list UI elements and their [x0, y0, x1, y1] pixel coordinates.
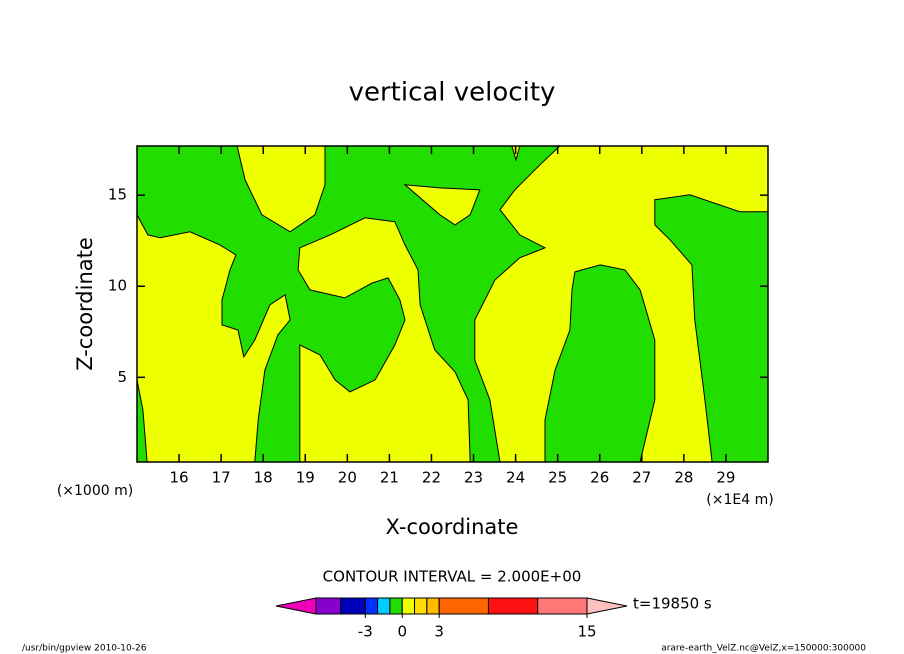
colorbar-segment	[426, 597, 440, 615]
colorbar-tick-label: 15	[577, 623, 596, 641]
colorbar-tick-label: 0	[397, 623, 407, 641]
x-tick-label: 16	[170, 469, 189, 487]
x-tick-label: 27	[632, 469, 651, 487]
x-tick-label: 20	[338, 469, 357, 487]
x-tick-label: 25	[548, 469, 567, 487]
colorbar-segment	[438, 597, 489, 615]
colorbar-over	[586, 597, 628, 615]
contour-interval: CONTOUR INTERVAL = 2.000E+00	[323, 568, 582, 586]
x-tick-label: 22	[422, 469, 441, 487]
contour-region	[137, 379, 148, 462]
x-tick-label: 19	[296, 469, 315, 487]
x-tick-label: 24	[506, 469, 525, 487]
x-tick-label: 23	[464, 469, 483, 487]
colorbar-segment	[401, 597, 416, 615]
x-tick-label: 18	[254, 469, 273, 487]
colorbar-segment	[340, 597, 366, 615]
footer-left: /usr/bin/gpview 2010-10-26	[22, 644, 147, 654]
colorbar-under	[275, 597, 317, 615]
colorbar-segment	[389, 597, 403, 615]
colorbar-tick-label: -3	[358, 623, 373, 641]
y-tick-label: 15	[108, 186, 127, 204]
x-tick-label: 21	[380, 469, 399, 487]
contour-region	[654, 194, 768, 462]
colorbar-segment	[487, 597, 539, 615]
plot-area	[137, 146, 768, 462]
colorbar-tick-label: 3	[434, 623, 444, 641]
contour-region	[403, 184, 481, 226]
x-unit: (×1E4 m)	[706, 492, 773, 508]
time-label: t=19850 s	[633, 595, 712, 613]
colorbar-segment	[414, 597, 428, 615]
colorbar-segment	[315, 597, 342, 615]
x-tick-label: 29	[716, 469, 735, 487]
x-tick-label: 17	[212, 469, 231, 487]
contour-region	[544, 264, 656, 462]
footer-right: arare-earth_VelZ.nc@VelZ,x=150000:300000	[661, 644, 866, 654]
y-tick-label: 5	[117, 368, 127, 386]
x-tick-label: 26	[590, 469, 609, 487]
x-tick-label: 28	[674, 469, 693, 487]
y-unit: (×1000 m)	[57, 483, 133, 499]
colorbar-segment	[537, 597, 588, 615]
contour-region	[137, 146, 561, 462]
colorbar-segment	[377, 597, 391, 615]
x-axis-label: X-coordinate	[386, 515, 519, 539]
plot-frame	[136, 145, 769, 463]
colorbar-segment	[364, 597, 379, 615]
y-tick-label: 10	[108, 277, 127, 295]
chart-title: vertical velocity	[349, 78, 556, 108]
y-axis-label: Z-coordinate	[73, 237, 97, 371]
